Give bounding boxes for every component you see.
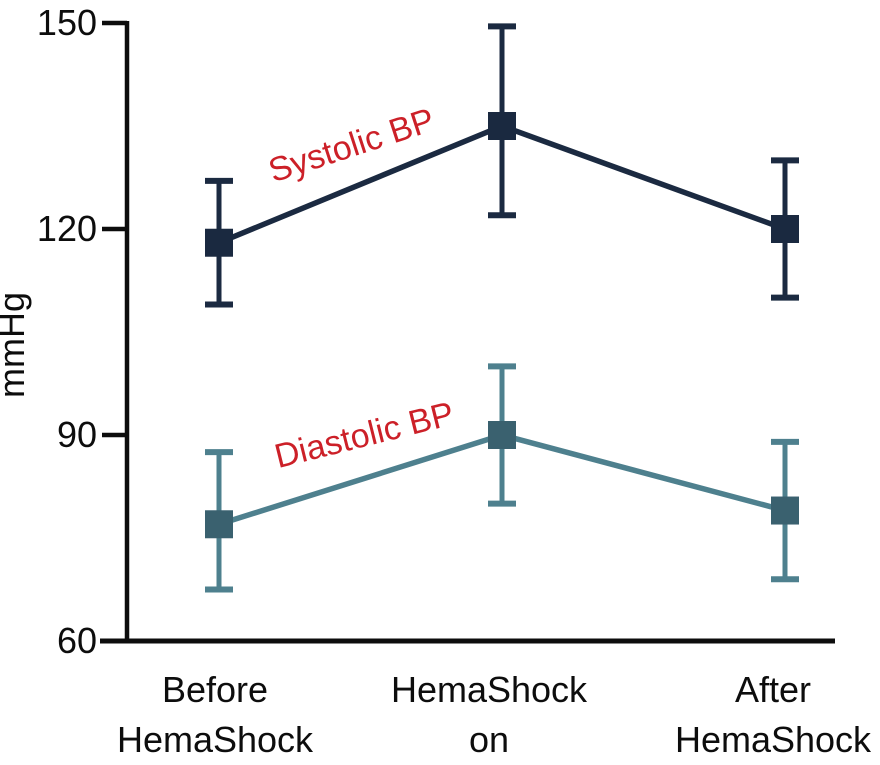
x-category-label: HemaShock [117,719,314,760]
series-label-diastolic-bp: Diastolic BP [271,395,458,476]
y-tick-label: 60 [57,620,97,661]
x-category-label: on [469,719,509,760]
x-category-label: HemaShock [675,719,872,760]
x-category-label: After [735,669,811,710]
data-point-marker [205,510,233,539]
data-point-marker [205,228,233,257]
data-point-marker [488,112,516,140]
series-label-systolic-bp: Systolic BP [264,101,439,190]
data-point-marker [771,215,799,243]
y-tick-label: 90 [57,414,97,455]
y-tick-label: 150 [37,2,97,43]
data-point-marker [488,421,516,449]
data-point-marker [771,496,799,525]
series-systolic-bp: Systolic BP [205,23,799,308]
y-axis-label: mmHg [0,292,32,398]
x-category-label: Before [162,669,268,710]
x-category-label: HemaShock [391,669,588,710]
series-diastolic-bp: Diastolic BP [205,363,799,593]
y-tick-label: 120 [37,208,97,249]
